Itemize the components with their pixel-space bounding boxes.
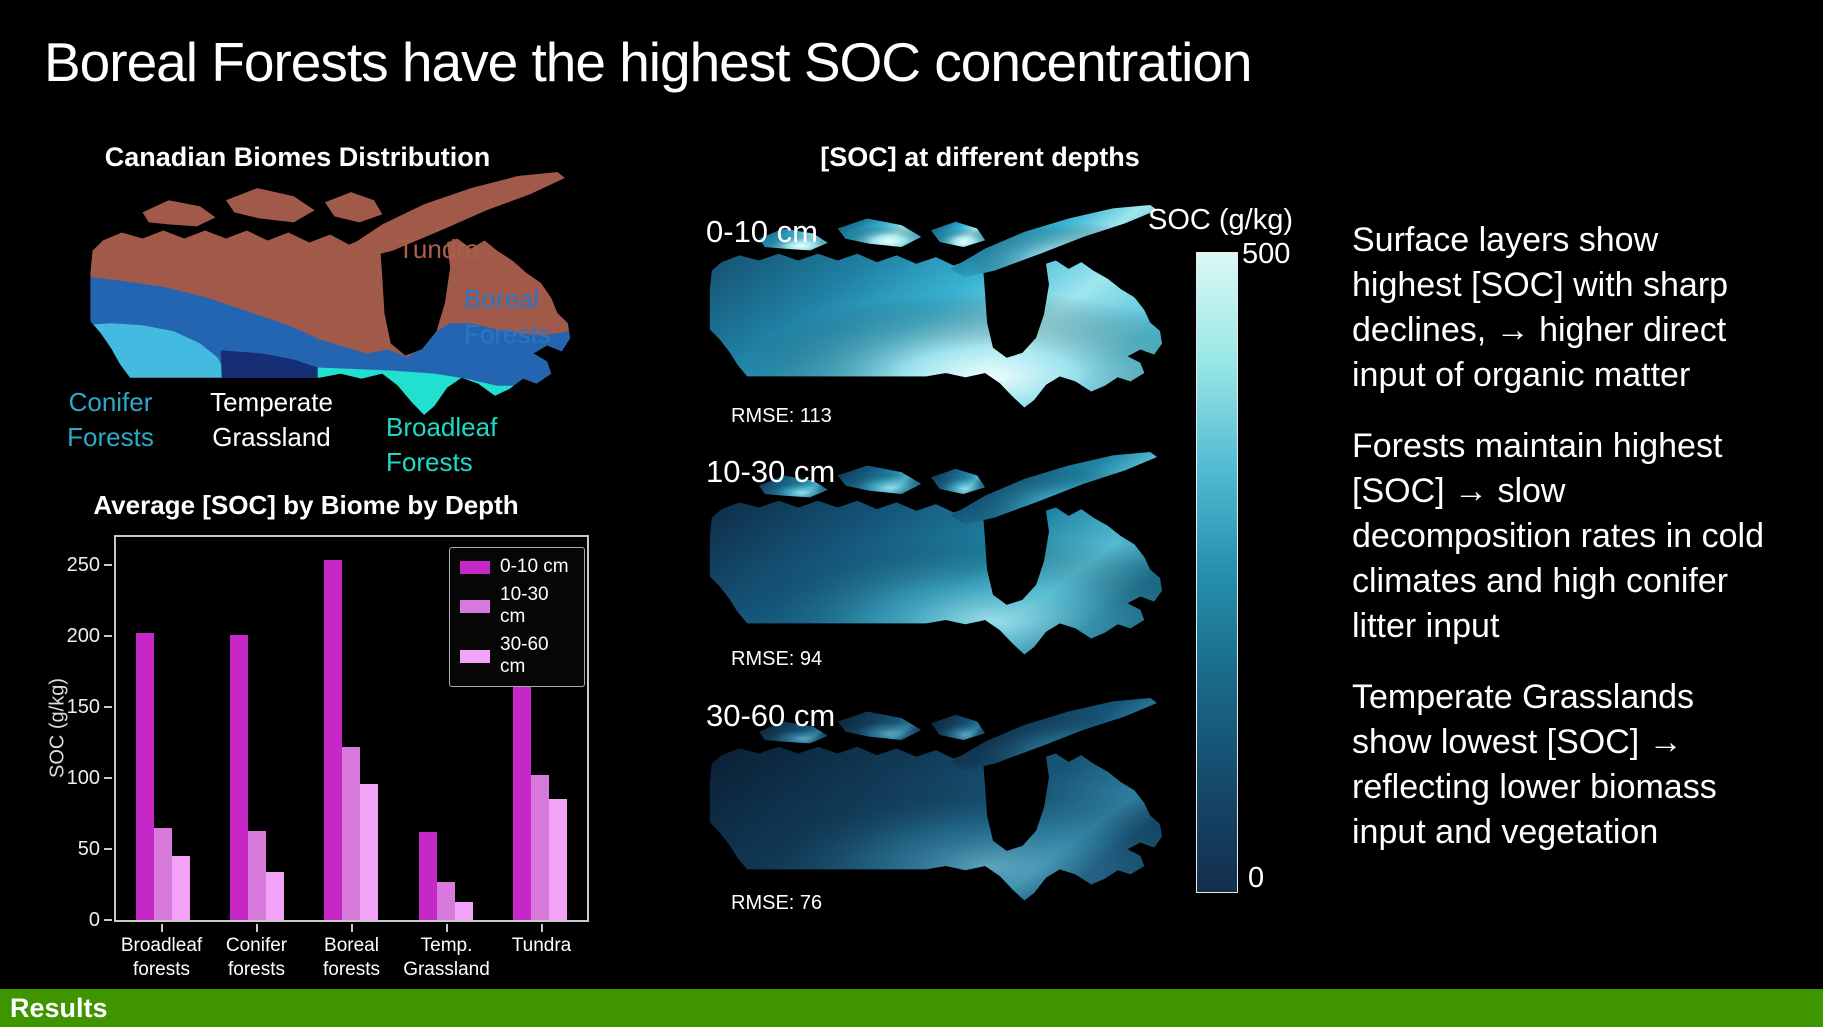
bar <box>324 559 343 920</box>
bar-group <box>512 537 567 920</box>
depth-maps-title: [SOC] at different depths <box>820 142 1140 172</box>
bar <box>136 633 155 920</box>
legend-label: 30-60 cm <box>500 634 549 677</box>
bar <box>418 832 437 920</box>
colorbar-min-label: 0 <box>1248 862 1265 894</box>
biome-map-title: Canadian Biomes Distribution <box>104 142 491 172</box>
y-axis-label: SOC (g/kg) <box>46 677 69 779</box>
canada-biome-map-svg <box>80 172 570 415</box>
x-tick-label: Broadleaf forests <box>120 935 203 980</box>
legend-swatch <box>460 560 490 574</box>
bar <box>154 827 173 920</box>
bar <box>266 871 285 920</box>
finding-paragraph-1: Surface layers show highest [SOC] with s… <box>1352 221 1729 394</box>
y-tick-mark <box>104 919 112 921</box>
x-tick-label: Temp. Grassland <box>403 935 490 980</box>
bar <box>436 881 455 920</box>
biome-label-grassland: Temperate Grassland <box>210 387 333 452</box>
y-tick-label: 200 <box>66 625 100 648</box>
bar-group <box>136 537 191 920</box>
legend-item: 30-60 cm <box>460 634 574 678</box>
biome-label-tundra: Tundra <box>398 234 480 264</box>
bar <box>530 775 549 920</box>
footer-label: Results <box>10 992 108 1023</box>
bar-chart-title: Average [SOC] by Biome by Depth <box>93 490 519 520</box>
legend-item: 0-10 cm <box>460 556 574 578</box>
depth-label-10-30: 10-30 cm <box>706 454 836 489</box>
bar <box>360 783 379 920</box>
y-tick-mark <box>104 564 112 567</box>
y-tick-mark <box>104 635 112 638</box>
x-tick-label: Tundra <box>511 935 572 956</box>
y-tick-label: 0 <box>88 909 100 931</box>
bar-group <box>230 537 285 920</box>
bar <box>454 901 473 920</box>
y-tick-mark <box>104 848 112 851</box>
biome-label-conifer: Conifer Forests <box>67 387 154 452</box>
depth-label-30-60: 30-60 cm <box>706 698 836 733</box>
biome-label-broadleaf: Broadleaf Forests <box>386 412 498 477</box>
bar <box>342 746 361 920</box>
bar-group <box>324 537 379 920</box>
bar <box>548 799 567 920</box>
y-tick-mark <box>104 777 112 780</box>
grassland-region <box>220 350 318 384</box>
x-tick-mark <box>255 924 258 932</box>
colorbar-title: SOC (g/kg) <box>1148 204 1294 236</box>
legend-label: 0-10 cm <box>500 556 569 577</box>
x-tick-mark <box>160 924 163 932</box>
bar-plot-area <box>114 535 589 922</box>
finding-paragraph-3: Temperate Grasslands show lowest [SOC] →… <box>1352 678 1717 851</box>
legend-swatch <box>460 649 490 663</box>
rmse-0-10: RMSE: 113 <box>731 405 832 427</box>
canada-biome-map <box>80 172 570 424</box>
depth-label-0-10: 0-10 cm <box>706 214 818 249</box>
bar-group <box>418 537 473 920</box>
x-tick-label: Boreal forests <box>322 935 381 980</box>
footer-bar: Results <box>0 989 1823 1027</box>
x-tick-mark <box>540 924 543 932</box>
biome-label-boreal: Boreal Forests <box>464 284 551 349</box>
colorbar <box>1196 252 1238 893</box>
x-tick-mark <box>445 924 448 932</box>
slide-title: Boreal Forests have the highest SOC conc… <box>44 31 1253 93</box>
x-tick-mark <box>350 924 353 932</box>
bar <box>172 856 191 920</box>
finding-paragraph-2: Forests maintain highest [SOC] → slow de… <box>1352 427 1765 645</box>
rmse-30-60: RMSE: 76 <box>731 892 823 914</box>
findings-text: Surface layers show highest [SOC] with s… <box>1352 218 1772 881</box>
bar <box>512 656 531 920</box>
y-tick-label: 50 <box>77 838 100 861</box>
bar <box>230 634 249 920</box>
x-axis-labels: Broadleaf forests Conifer forests Boreal f… <box>114 934 589 982</box>
y-tick-label: 250 <box>66 554 100 577</box>
colorbar-max-label: 500 <box>1242 238 1291 270</box>
chart-legend: 0-10 cm 10-30 cm 30-60 cm <box>449 547 585 687</box>
bar <box>248 830 267 920</box>
x-tick-label: Conifer forests <box>225 935 288 980</box>
rmse-10-30: RMSE: 94 <box>731 648 823 670</box>
legend-swatch <box>460 599 490 613</box>
legend-label: 10-30 cm <box>500 584 549 627</box>
legend-item: 10-30 cm <box>460 584 574 628</box>
y-tick-mark <box>104 706 112 709</box>
